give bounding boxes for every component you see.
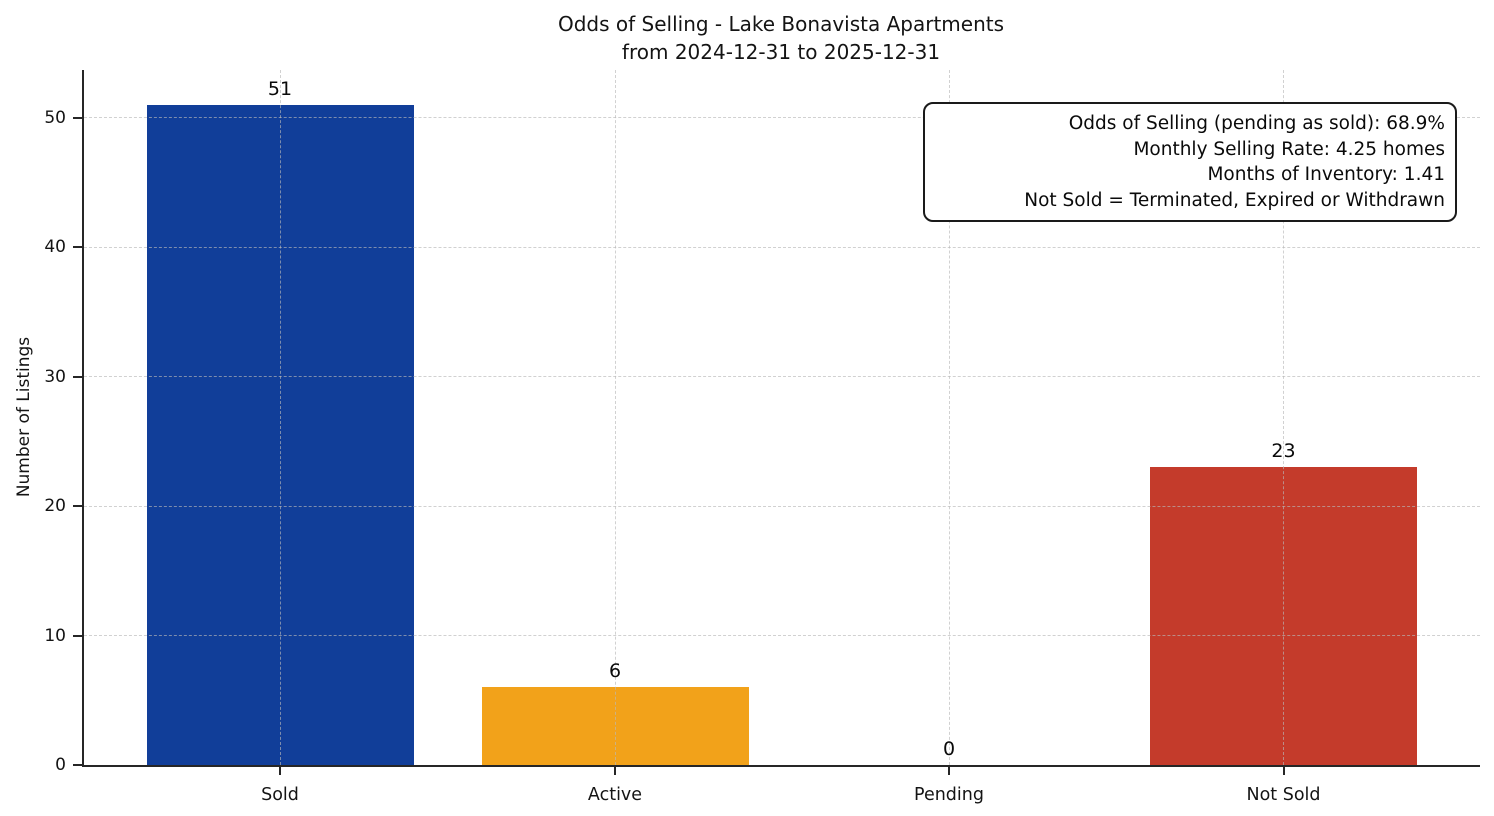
bar-value-label-pending: 0 [942, 738, 956, 760]
bar-value-label-sold: 51 [267, 77, 293, 100]
chart-title-line1: Odds of Selling - Lake Bonavista Apartme… [557, 12, 1005, 36]
y-tick-label: 30 [44, 366, 66, 387]
bar-not-sold [1150, 467, 1417, 765]
x-tick-active [614, 767, 616, 775]
y-tick [73, 764, 82, 766]
annotation-not-sold-definition: Not Sold = Terminated, Expired or Withdr… [1024, 189, 1445, 211]
y-tick-label: 0 [55, 755, 66, 775]
y-tick-label: 40 [44, 237, 66, 258]
y-tick-label: 10 [44, 625, 66, 646]
bar-sold [146, 104, 414, 765]
bar-value-label-active: 6 [608, 660, 622, 683]
y-tick [73, 634, 82, 637]
y-tick [73, 375, 82, 378]
x-tick-sold [279, 767, 281, 775]
annotation-months-of-inventory: Months of Inventory: 1.41 [1207, 164, 1445, 185]
y-tick [73, 246, 82, 249]
chart-title: Odds of Selling - Lake Bonavista Apartme… [82, 10, 1480, 66]
x-tick-label-pending: Pending [914, 785, 984, 805]
y-axis-label: Number of Listings [14, 336, 34, 498]
y-tick [73, 505, 82, 508]
x-tick-label-sold: Sold [261, 785, 299, 805]
x-tick-label-active: Active [587, 785, 643, 805]
y-tick-label: 50 [44, 107, 66, 128]
x-tick-not-sold [1282, 767, 1285, 775]
x-tick-pending [948, 767, 950, 775]
plot-area: 0 10 20 30 40 50 51 Sold 6 Active 0 Pending 23 Not So… [44, 70, 1480, 805]
stats-annotation-box: Odds of Selling (pending as sold): 68.9%… [923, 102, 1457, 222]
x-tick-label-not-sold: Not Sold [1246, 785, 1321, 805]
bar-value-label-not-sold: 23 [1271, 440, 1296, 463]
annotation-odds-of-selling: Odds of Selling (pending as sold): 68.9% [1068, 113, 1445, 134]
bar-active [481, 687, 749, 765]
y-tick [73, 116, 82, 119]
chart-title-line2: from 2024-12-31 to 2025-12-31 [621, 40, 941, 64]
annotation-monthly-selling-rate: Monthly Selling Rate: 4.25 homes [1133, 138, 1445, 160]
y-tick-label: 20 [44, 496, 66, 517]
